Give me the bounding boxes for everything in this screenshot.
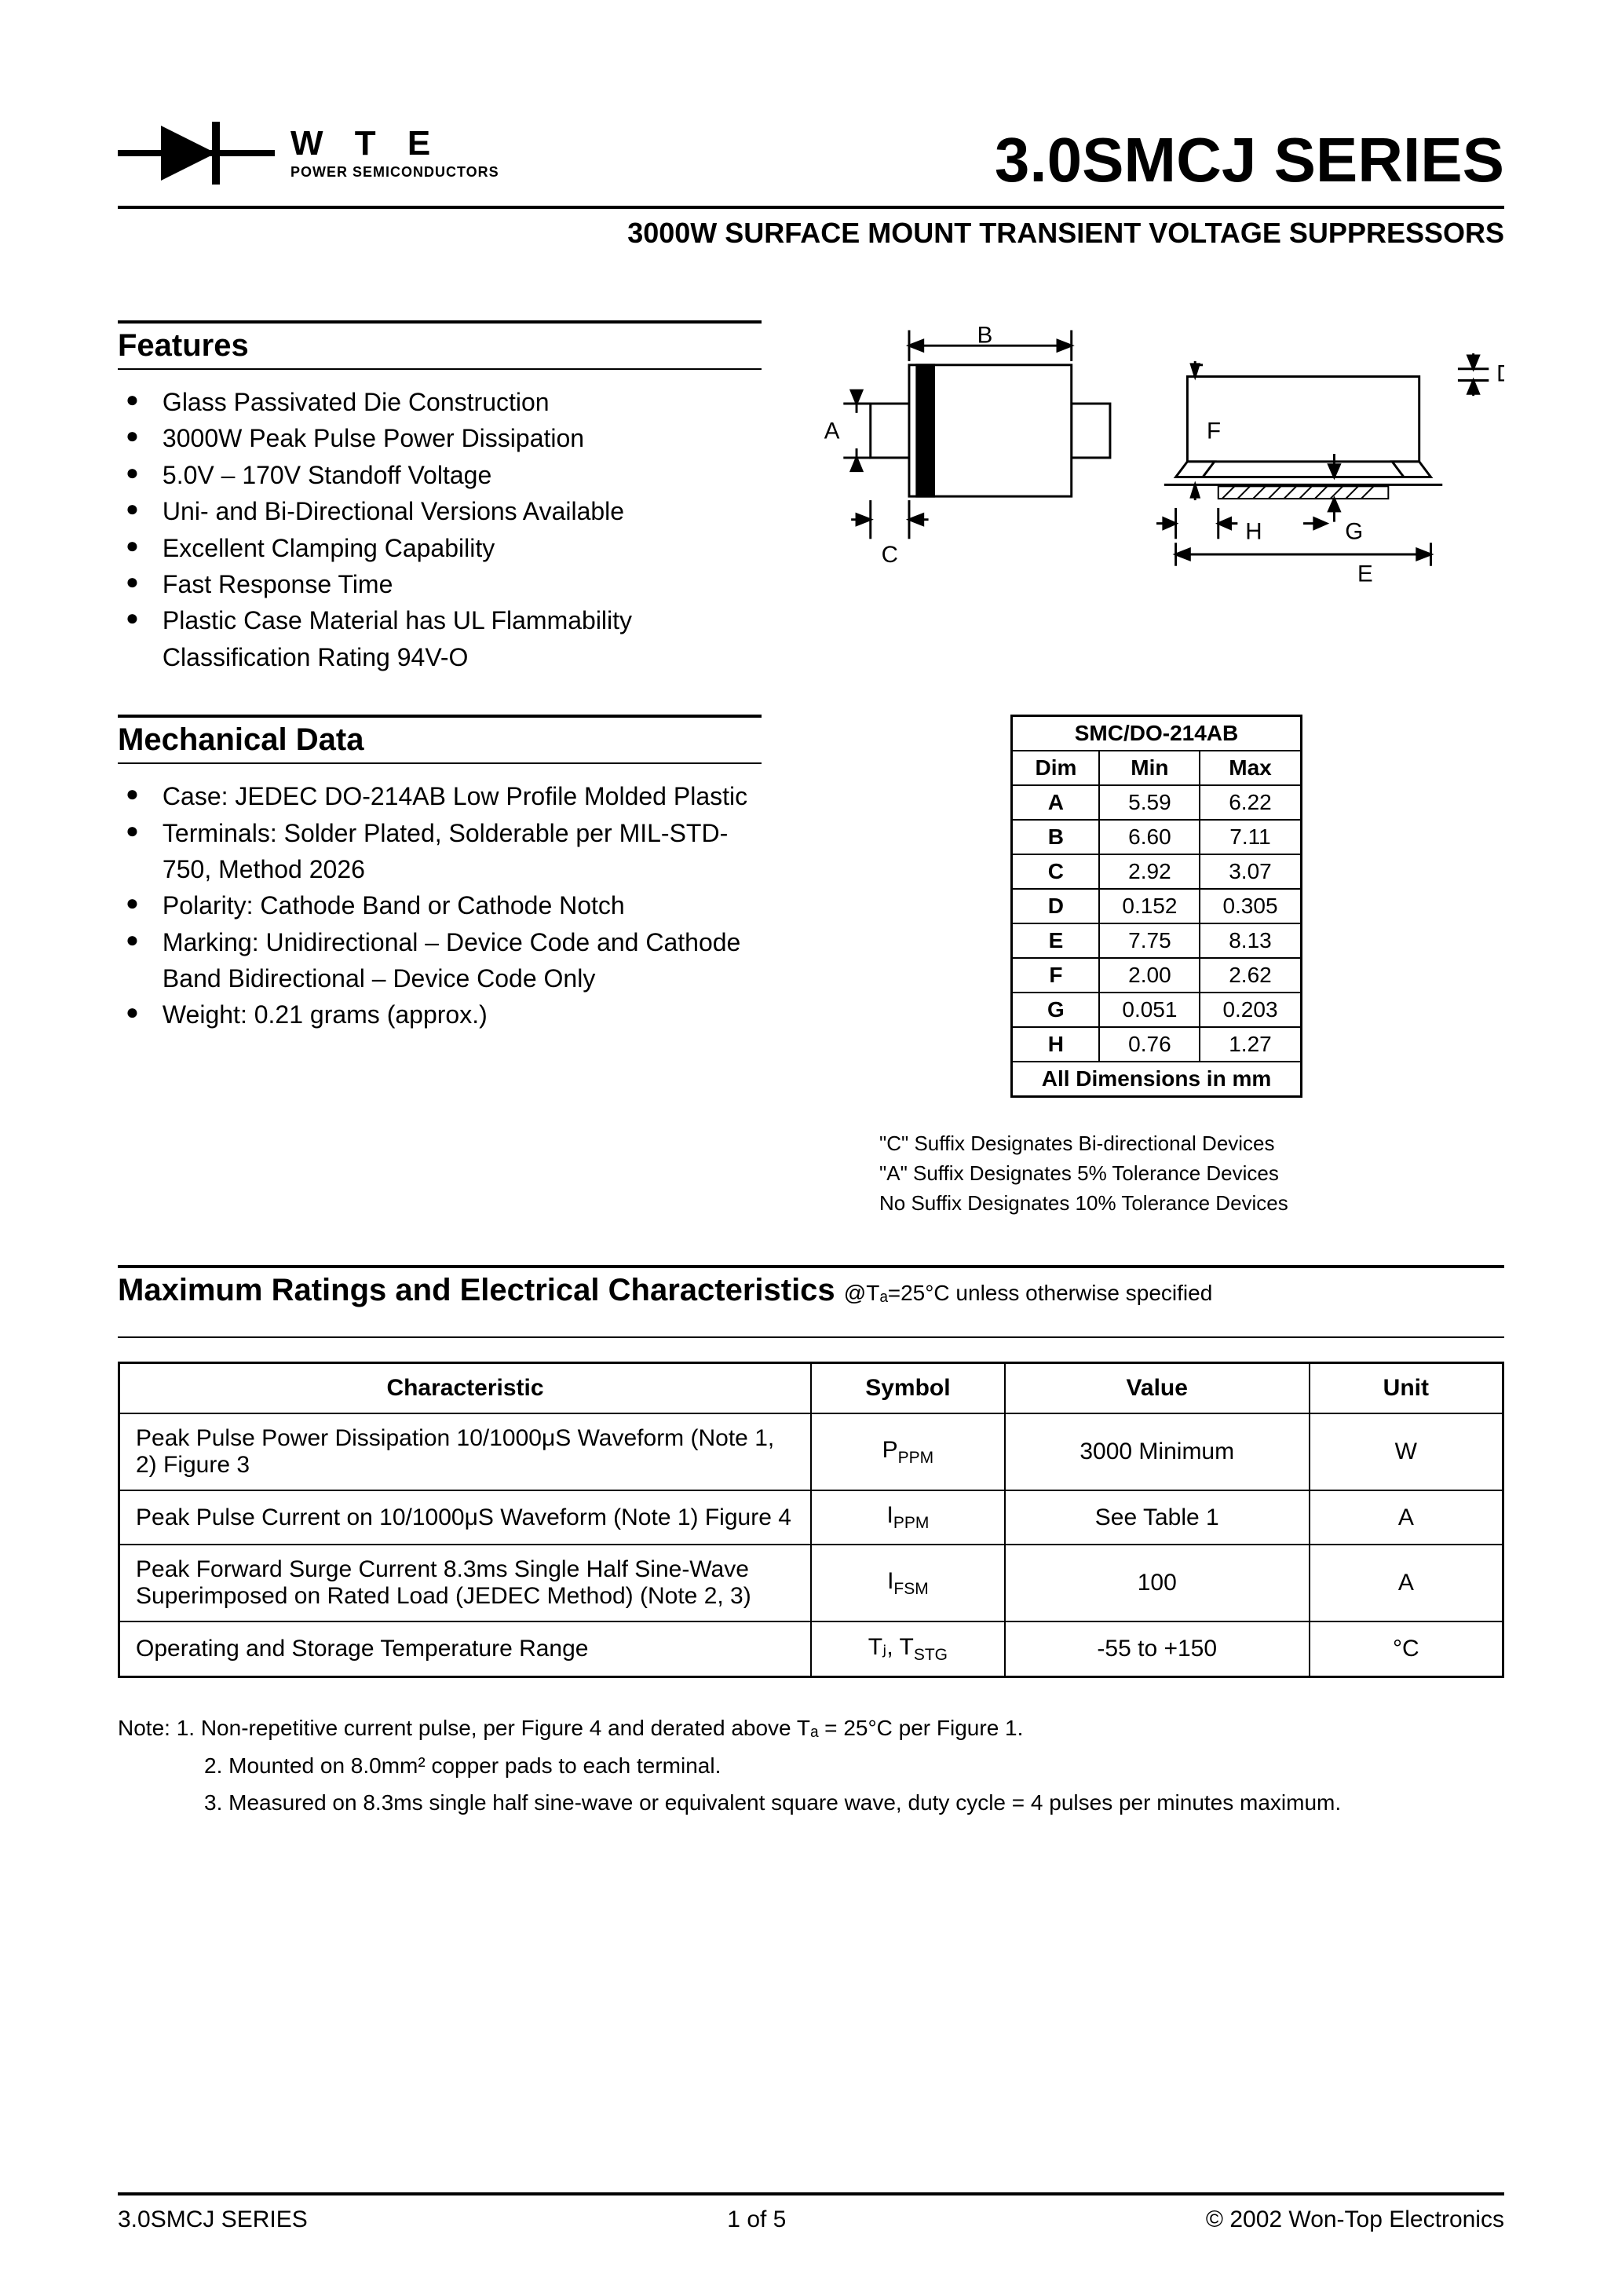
dim-b-label: B [977,322,993,348]
table-header: Min [1099,751,1200,785]
features-title: Features [118,320,762,370]
table-header: Value [1005,1363,1310,1414]
list-item: Marking: Unidirectional – Device Code an… [126,924,762,997]
logo-block: W T E POWER SEMICONDUCTORS [118,110,499,196]
list-item: Plastic Case Material has UL Flammabilit… [126,602,762,675]
notes: Note: 1. Non-repetitive current pulse, p… [118,1709,1504,1822]
ratings-condition: @Tₐ=25°C unless otherwise specified [844,1281,1212,1305]
logo-text: W T E POWER SEMICONDUCTORS [290,126,499,181]
diode-logo-icon [118,110,275,196]
dim-table-footer: All Dimensions in mm [1012,1062,1301,1097]
ratings-section: Maximum Ratings and Electrical Character… [118,1265,1504,1822]
header: W T E POWER SEMICONDUCTORS 3.0SMCJ SERIE… [118,110,1504,196]
table-row: Operating and Storage Temperature RangeT… [119,1621,1503,1677]
table-row: Peak Pulse Power Dissipation 10/1000μS W… [119,1413,1503,1490]
note-line: 3. Measured on 8.3ms single half sine-wa… [204,1784,1504,1822]
suffix-notes: "C" Suffix Designates Bi-directional Dev… [879,1129,1504,1218]
dim-a-label: A [824,418,840,444]
dim-table-title: SMC/DO-214AB [1012,716,1301,751]
dim-f-label: F [1207,418,1221,444]
dim-h-label: H [1245,518,1262,544]
table-header: Dim [1012,751,1099,785]
list-item: Fast Response Time [126,566,762,602]
dim-d-label: D [1496,360,1504,386]
list-item: Case: JEDEC DO-214AB Low Profile Molded … [126,778,762,814]
list-item: 3000W Peak Pulse Power Dissipation [126,420,762,456]
footer-left: 3.0SMCJ SERIES [118,2206,308,2233]
list-item: Weight: 0.21 grams (approx.) [126,996,762,1033]
subtitle-row: 3000W SURFACE MOUNT TRANSIENT VOLTAGE SU… [118,206,1504,250]
features-list: Glass Passivated Die Construction3000W P… [118,384,762,675]
mechanical-title: Mechanical Data [118,715,762,764]
logo-wte-label: W T E [290,126,499,161]
table-row: A5.596.22 [1012,785,1301,820]
table-row: C2.923.07 [1012,854,1301,889]
note-line: Note: 1. Non-repetitive current pulse, p… [118,1709,1504,1747]
table-row: B6.607.11 [1012,820,1301,854]
table-row: Peak Pulse Current on 10/1000μS Waveform… [119,1490,1503,1545]
list-item: Polarity: Cathode Band or Cathode Notch [126,887,762,923]
footer-right: © 2002 Won-Top Electronics [1206,2206,1504,2233]
suffix-note-line: "A" Suffix Designates 5% Tolerance Devic… [879,1159,1504,1189]
table-row: D0.1520.305 [1012,889,1301,923]
ratings-title-text: Maximum Ratings and Electrical Character… [118,1273,835,1307]
dim-c-label: C [882,542,898,568]
mid-section: Mechanical Data Case: JEDEC DO-214AB Low… [118,715,1504,1218]
upper-section: Features Glass Passivated Die Constructi… [118,320,1504,675]
dimensions-table: SMC/DO-214AB DimMinMax A5.596.22B6.607.1… [1010,715,1302,1098]
logo-sub-label: POWER SEMICONDUCTORS [290,164,499,181]
page-subtitle: 3000W SURFACE MOUNT TRANSIENT VOLTAGE SU… [627,217,1504,250]
suffix-note-line: "C" Suffix Designates Bi-directional Dev… [879,1129,1504,1159]
note-line: 2. Mounted on 8.0mm² copper pads to each… [204,1747,1504,1785]
list-item: 5.0V – 170V Standoff Voltage [126,457,762,493]
suffix-note-line: No Suffix Designates 10% Tolerance Devic… [879,1189,1504,1219]
footer-center: 1 of 5 [727,2206,786,2233]
list-item: Uni- and Bi-Directional Versions Availab… [126,493,762,529]
table-row: F2.002.62 [1012,958,1301,993]
table-row: G0.0510.203 [1012,993,1301,1027]
mechanical-list: Case: JEDEC DO-214AB Low Profile Molded … [118,778,762,1033]
ratings-title: Maximum Ratings and Electrical Character… [118,1268,1504,1313]
dim-g-label: G [1345,518,1363,544]
ratings-table: CharacteristicSymbolValueUnit Peak Pulse… [118,1362,1504,1678]
list-item: Terminals: Solder Plated, Solderable per… [126,815,762,888]
package-svg: B A [809,320,1504,587]
table-row: E7.758.13 [1012,923,1301,958]
list-item: Glass Passivated Die Construction [126,384,762,420]
dim-e-label: E [1357,561,1373,587]
table-header: Unit [1310,1363,1503,1414]
package-diagram: B A [809,320,1504,587]
table-header: Symbol [811,1363,1005,1414]
page-footer: 3.0SMCJ SERIES 1 of 5 © 2002 Won-Top Ele… [118,2192,1504,2233]
list-item: Excellent Clamping Capability [126,530,762,566]
table-header: Characteristic [119,1363,812,1414]
table-row: Peak Forward Surge Current 8.3ms Single … [119,1545,1503,1621]
page-title: 3.0SMCJ SERIES [995,124,1504,196]
table-row: H0.761.27 [1012,1027,1301,1062]
table-header: Max [1200,751,1301,785]
